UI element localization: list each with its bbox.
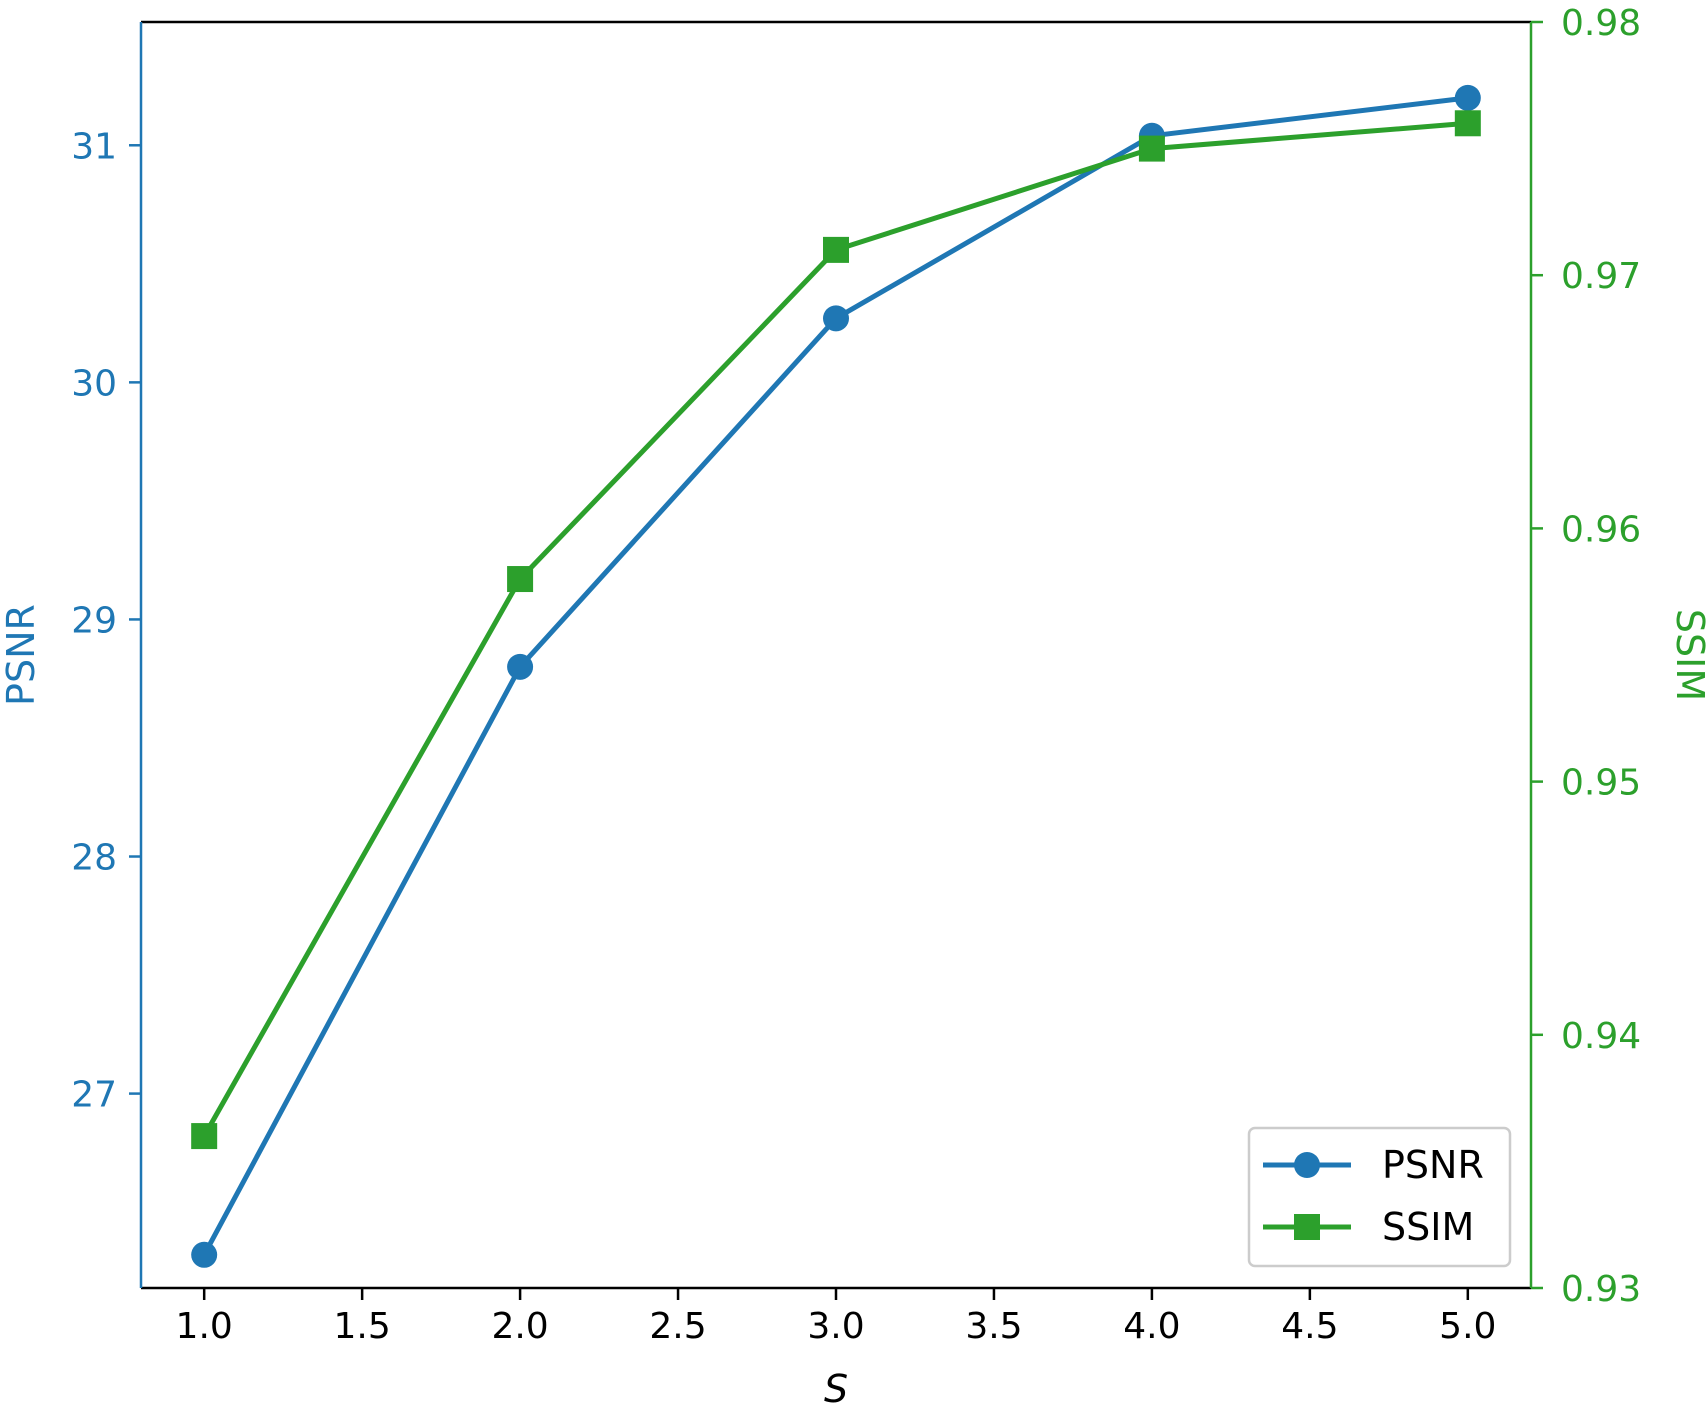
legend-ssim-marker [1294,1214,1320,1240]
legend-psnr-marker [1294,1152,1320,1178]
ssim-point [1138,135,1165,162]
psnr-line [201,95,1469,1256]
x-tick-label: 4.0 [1123,1306,1180,1347]
y-left-tick-label: 28 [71,838,117,879]
y-right-tick-label: 0.93 [1561,1269,1641,1310]
x-tick-label: 2.0 [491,1306,548,1347]
y-left-tick-label: 31 [71,126,117,167]
x-tick-label: 1.0 [176,1306,233,1347]
legend: PSNR SSIM [1247,1126,1512,1268]
y-left-axis-title: PSNR [0,604,43,706]
series-layer [191,84,1481,1268]
x-tick-label: 1.5 [334,1306,391,1347]
ssim-point [191,1123,218,1150]
x-tick-label: 3.5 [965,1306,1022,1347]
psnr-point [191,1241,218,1268]
legend-ssim-label: SSIM [1382,1205,1474,1249]
psnr-point [1454,84,1481,111]
axes: 1.0 1.5 2.0 2.5 3.0 3.5 4.0 4.5 5.0 27 28 29 30 31 0.9… [0,3,1707,1411]
y-left-tick-label: 27 [71,1075,117,1116]
x-axis-title: S [824,1367,848,1411]
psnr-point [823,305,849,332]
ssim-line [202,120,1469,1138]
x-tick-label: 4.5 [1281,1306,1338,1347]
y-left-tick-label: 30 [71,363,117,404]
y-right-tick-label: 0.95 [1561,763,1641,804]
ssim-point [507,566,534,593]
legend-psnr-label: PSNR [1382,1143,1484,1187]
y-right-tick-label: 0.97 [1561,256,1641,297]
y-right-tick-label: 0.94 [1561,1016,1641,1057]
y-right-tick-label: 0.98 [1561,3,1641,44]
y-right-tick-label: 0.96 [1561,509,1641,550]
y-left-tick-label: 29 [71,600,117,641]
x-tick-label: 5.0 [1439,1306,1496,1347]
ssim-point [1454,110,1481,137]
y-right-axis-title: SSIM [1668,609,1707,701]
ssim-point [823,236,849,263]
psnr-point [507,653,534,680]
x-tick-label: 2.5 [649,1306,706,1347]
x-tick-label: 3.0 [807,1306,864,1347]
